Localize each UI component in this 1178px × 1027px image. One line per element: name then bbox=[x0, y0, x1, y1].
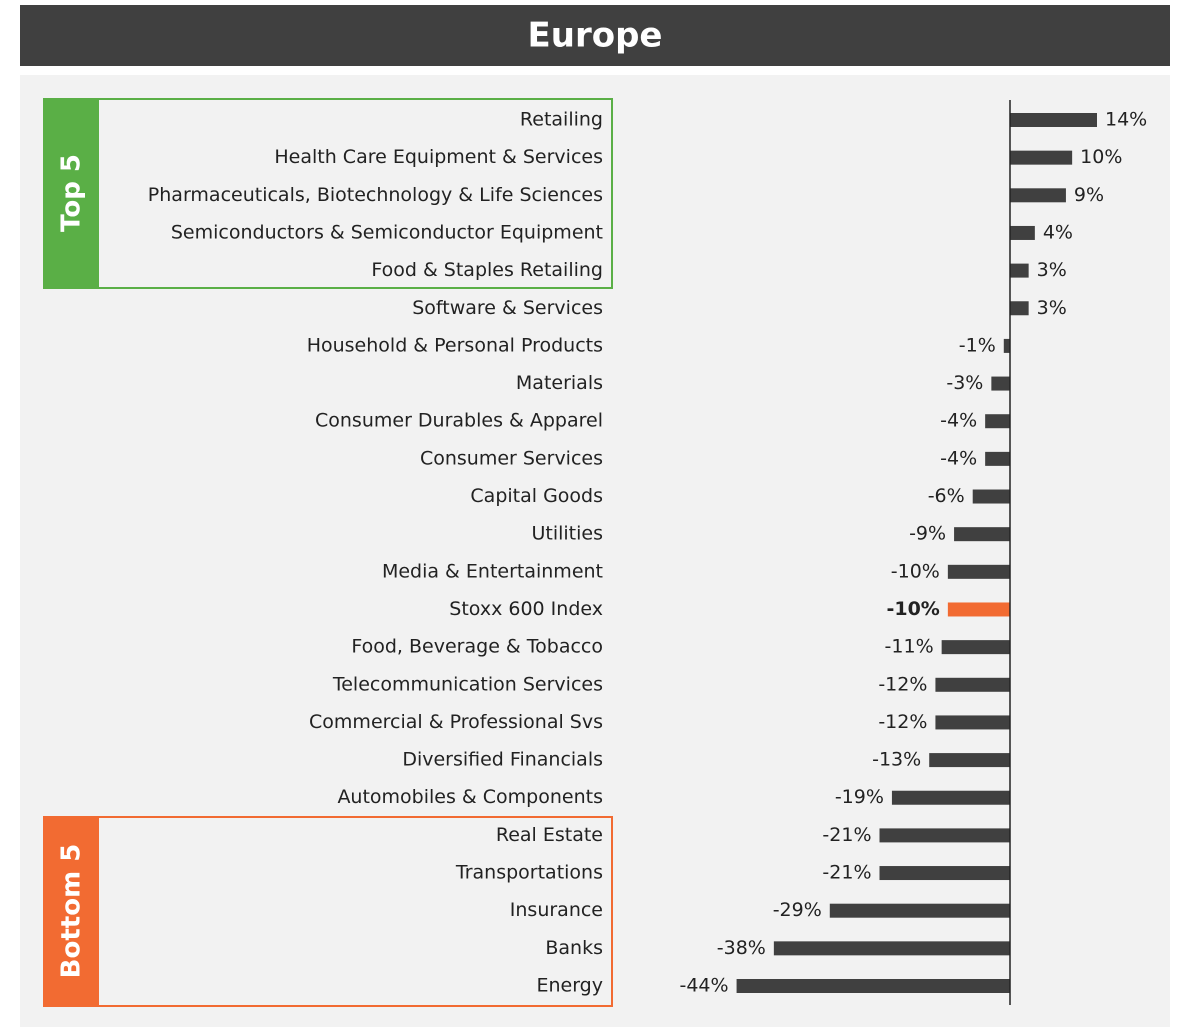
value-label: -3% bbox=[946, 372, 983, 394]
bar bbox=[972, 489, 1010, 504]
category-label: Pharmaceuticals, Biotechnology & Life Sc… bbox=[148, 184, 603, 206]
category-label: Utilities bbox=[531, 523, 603, 545]
category-label: Food & Staples Retailing bbox=[371, 259, 603, 281]
bar bbox=[1010, 225, 1035, 240]
bar bbox=[935, 677, 1010, 692]
bar bbox=[1010, 150, 1073, 165]
bar bbox=[947, 602, 1010, 617]
bar bbox=[773, 941, 1010, 956]
category-label: Media & Entertainment bbox=[382, 560, 603, 582]
value-label: 14% bbox=[1105, 109, 1147, 131]
bar bbox=[985, 451, 1010, 466]
value-label: -11% bbox=[885, 636, 934, 658]
category-label: Energy bbox=[536, 975, 603, 997]
category-label: Telecommunication Services bbox=[332, 673, 603, 695]
category-label: Software & Services bbox=[412, 297, 603, 319]
top-strip bbox=[44, 99, 99, 288]
category-label: Capital Goods bbox=[470, 485, 603, 507]
value-label: -12% bbox=[878, 673, 927, 695]
bar bbox=[879, 866, 1010, 881]
value-label: -4% bbox=[940, 447, 977, 469]
category-label: Commercial & Professional Svs bbox=[309, 711, 603, 733]
value-label: -38% bbox=[717, 937, 766, 959]
category-label: Real Estate bbox=[496, 824, 603, 846]
category-label: Household & Personal Products bbox=[307, 334, 603, 356]
bar bbox=[1010, 263, 1029, 278]
group-label: Top 5 bbox=[57, 154, 87, 232]
category-label: Diversified Financials bbox=[402, 749, 603, 771]
bar bbox=[829, 903, 1010, 918]
value-label: -13% bbox=[872, 749, 921, 771]
value-label: -6% bbox=[928, 485, 965, 507]
category-label: Consumer Durables & Apparel bbox=[315, 410, 603, 432]
chart-title: Europe bbox=[528, 16, 663, 56]
bar bbox=[736, 979, 1010, 993]
value-label: -21% bbox=[822, 824, 871, 846]
value-label: -1% bbox=[959, 334, 996, 356]
category-label: Banks bbox=[545, 937, 603, 959]
group-label: Bottom 5 bbox=[57, 844, 87, 979]
category-label: Insurance bbox=[510, 899, 603, 921]
bottom-strip bbox=[44, 817, 99, 1006]
bar bbox=[935, 715, 1010, 730]
category-label: Transportations bbox=[455, 862, 603, 884]
bar bbox=[954, 527, 1010, 542]
bar bbox=[985, 414, 1010, 429]
value-label: -12% bbox=[878, 711, 927, 733]
value-label: 3% bbox=[1037, 259, 1067, 281]
value-label: -19% bbox=[835, 786, 884, 808]
value-label: 9% bbox=[1074, 184, 1104, 206]
category-label: Consumer Services bbox=[420, 447, 603, 469]
value-label: -21% bbox=[822, 862, 871, 884]
bar bbox=[947, 564, 1010, 579]
category-label: Food, Beverage & Tobacco bbox=[351, 636, 603, 658]
value-label: -9% bbox=[909, 523, 946, 545]
bar bbox=[1010, 113, 1097, 127]
category-label: Automobiles & Components bbox=[337, 786, 603, 808]
value-label: 3% bbox=[1037, 297, 1067, 319]
value-label: 10% bbox=[1080, 146, 1122, 168]
panel bbox=[20, 75, 1170, 1027]
category-label: Materials bbox=[516, 372, 603, 394]
bar bbox=[1003, 338, 1010, 353]
value-label: -44% bbox=[679, 975, 728, 997]
bar bbox=[929, 753, 1010, 768]
title-bar bbox=[20, 5, 1170, 66]
bar bbox=[941, 640, 1010, 655]
value-label: -10% bbox=[891, 560, 940, 582]
category-label: Health Care Equipment & Services bbox=[274, 146, 603, 168]
bar bbox=[879, 828, 1010, 843]
value-label: -10% bbox=[886, 598, 939, 620]
value-label: -4% bbox=[940, 410, 977, 432]
category-label: Retailing bbox=[520, 109, 603, 131]
value-label: -29% bbox=[773, 899, 822, 921]
bar bbox=[1010, 301, 1029, 316]
value-label: 4% bbox=[1043, 221, 1073, 243]
category-label: Semiconductors & Semiconductor Equipment bbox=[171, 221, 603, 243]
bar bbox=[1010, 188, 1066, 203]
category-label: Stoxx 600 Index bbox=[449, 598, 603, 620]
bar bbox=[991, 376, 1010, 391]
bar bbox=[891, 790, 1010, 805]
